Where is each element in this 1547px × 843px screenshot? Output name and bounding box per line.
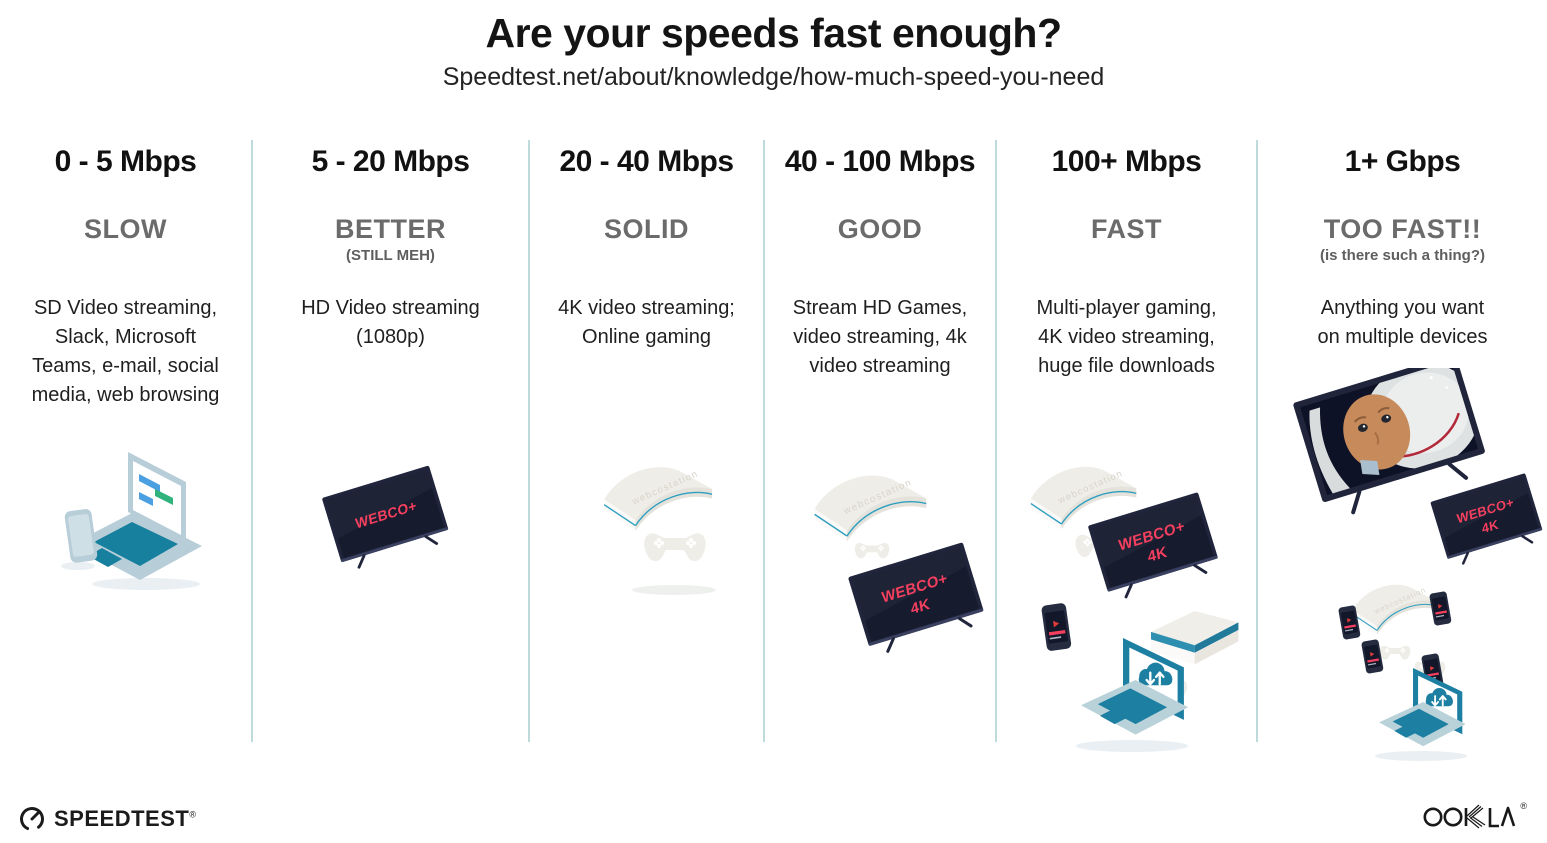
column-description: Anything you want on multiple devices bbox=[1317, 297, 1488, 348]
speed-range-label: 20 - 40 Mbps bbox=[559, 145, 734, 178]
speed-range-label: 0 - 5 Mbps bbox=[54, 145, 197, 178]
webco-tv: WEBCO+ bbox=[319, 463, 453, 574]
speedtest-logo: SPEEDTEST® bbox=[18, 805, 196, 833]
rating-note: (is there such a thing?) bbox=[1319, 247, 1485, 264]
game-console: webcostation bbox=[602, 466, 713, 532]
page-header: Are your speeds fast enough? Speedtest.n… bbox=[0, 10, 1547, 92]
slab-console bbox=[1150, 611, 1238, 665]
tv-4k-text: 4K bbox=[1146, 543, 1168, 566]
laptop-cloud-download bbox=[1377, 667, 1467, 748]
webco-4k-tv: WEBCO+ 4K bbox=[846, 540, 985, 658]
game-controller bbox=[854, 542, 890, 559]
laptop-shadow bbox=[1374, 751, 1467, 761]
console-illustration: webcostation bbox=[602, 466, 716, 595]
speed-range-label: 40 - 100 Mbps bbox=[784, 145, 976, 178]
speed-columns: 0 - 5 Mbps SLOW SD Video streaming, Slac… bbox=[0, 140, 1547, 761]
chat-bubble-icon bbox=[154, 489, 173, 505]
page-title: Are your speeds fast enough? bbox=[485, 10, 1062, 56]
chat-bubble-icon bbox=[138, 492, 153, 506]
tv-4k-text: 4K bbox=[1480, 516, 1499, 536]
speedtest-wordmark: SPEEDTEST® bbox=[54, 806, 196, 832]
webco-4k-tv: WEBCO+ 4K bbox=[1428, 471, 1546, 569]
laptop-shadow bbox=[91, 578, 200, 590]
column-description: 4K video streaming; Online gaming bbox=[558, 297, 735, 348]
column-5-20-mbps: 5 - 20 Mbps BETTER (STILL MEH) HD Video … bbox=[253, 140, 530, 742]
column-100-plus-mbps: 100+ Mbps FAST Multi-player gaming, 4K v… bbox=[997, 140, 1258, 752]
ookla-logo: OOKLA ® bbox=[1422, 801, 1527, 831]
laptop-shadow bbox=[1075, 740, 1188, 752]
speedtest-wordmark-text: SPEEDTEST bbox=[54, 806, 190, 831]
page-subtitle-url: Speedtest.net/about/knowledge/how-much-s… bbox=[442, 63, 1105, 91]
controller-shadow bbox=[631, 585, 716, 595]
smartphone-video bbox=[1428, 590, 1452, 626]
rating-note: (STILL MEH) bbox=[346, 247, 435, 264]
laptop-phone-illustration bbox=[60, 452, 202, 590]
speed-range-label: 1+ Gbps bbox=[1344, 145, 1461, 178]
rating-label: FAST bbox=[1090, 214, 1162, 244]
console-tv-illustration: webcostation WEBCO+ 4K bbox=[813, 474, 985, 658]
game-console: webcostation bbox=[1351, 584, 1437, 636]
ookla-trademark: ® bbox=[1520, 801, 1527, 811]
speed-range-label: 100+ Mbps bbox=[1051, 145, 1202, 178]
game-controller bbox=[643, 533, 706, 562]
smartphone bbox=[64, 509, 97, 563]
multi-device-illustration: webcostation WEBCO+ 4K bbox=[1029, 466, 1238, 752]
gauge-icon bbox=[20, 807, 44, 831]
rating-label: BETTER bbox=[335, 214, 446, 244]
tv-4k-text: 4K bbox=[910, 596, 932, 619]
webco-4k-tv: WEBCO+ 4K bbox=[1085, 490, 1222, 604]
rating-label: SOLID bbox=[603, 214, 689, 244]
ookla-wordmark bbox=[1423, 804, 1516, 829]
ookla-k-hatch bbox=[1466, 804, 1486, 829]
column-description: SD Video streaming, Slack, Microsoft Tea… bbox=[31, 297, 220, 406]
speedtest-trademark: ® bbox=[189, 809, 197, 820]
phone-shadow bbox=[60, 562, 95, 570]
column-description: Stream HD Games, video streaming, 4k vid… bbox=[792, 297, 968, 377]
tv-illustration: WEBCO+ bbox=[319, 463, 453, 574]
game-console: webcostation bbox=[813, 474, 927, 543]
rating-label: SLOW bbox=[84, 214, 167, 244]
column-description: HD Video streaming (1080p) bbox=[301, 297, 480, 348]
movie-scene bbox=[1299, 368, 1478, 496]
chat-bubble-icon bbox=[138, 474, 160, 492]
column-20-40-mbps: 20 - 40 Mbps SOLID 4K video streaming; O… bbox=[530, 140, 765, 742]
smartphone-video bbox=[1040, 602, 1072, 652]
column-description: Multi-player gaming, 4K video streaming,… bbox=[1036, 297, 1217, 377]
column-1-plus-gbps: 1+ Gbps TOO FAST!! (is there such a thin… bbox=[1258, 140, 1547, 761]
movie-tv bbox=[1292, 368, 1485, 515]
column-40-100-mbps: 40 - 100 Mbps GOOD Stream HD Games, vide… bbox=[765, 140, 997, 742]
rating-label: GOOD bbox=[837, 214, 923, 244]
rating-label: TOO FAST!! bbox=[1323, 214, 1482, 244]
game-controller bbox=[1379, 645, 1410, 660]
column-0-5-mbps: 0 - 5 Mbps SLOW SD Video streaming, Slac… bbox=[0, 140, 253, 742]
speed-range-label: 5 - 20 Mbps bbox=[311, 145, 470, 178]
everything-illustration: WEBCO+ 4K webcostation bbox=[1292, 368, 1546, 761]
smartphone-video bbox=[1360, 638, 1384, 674]
